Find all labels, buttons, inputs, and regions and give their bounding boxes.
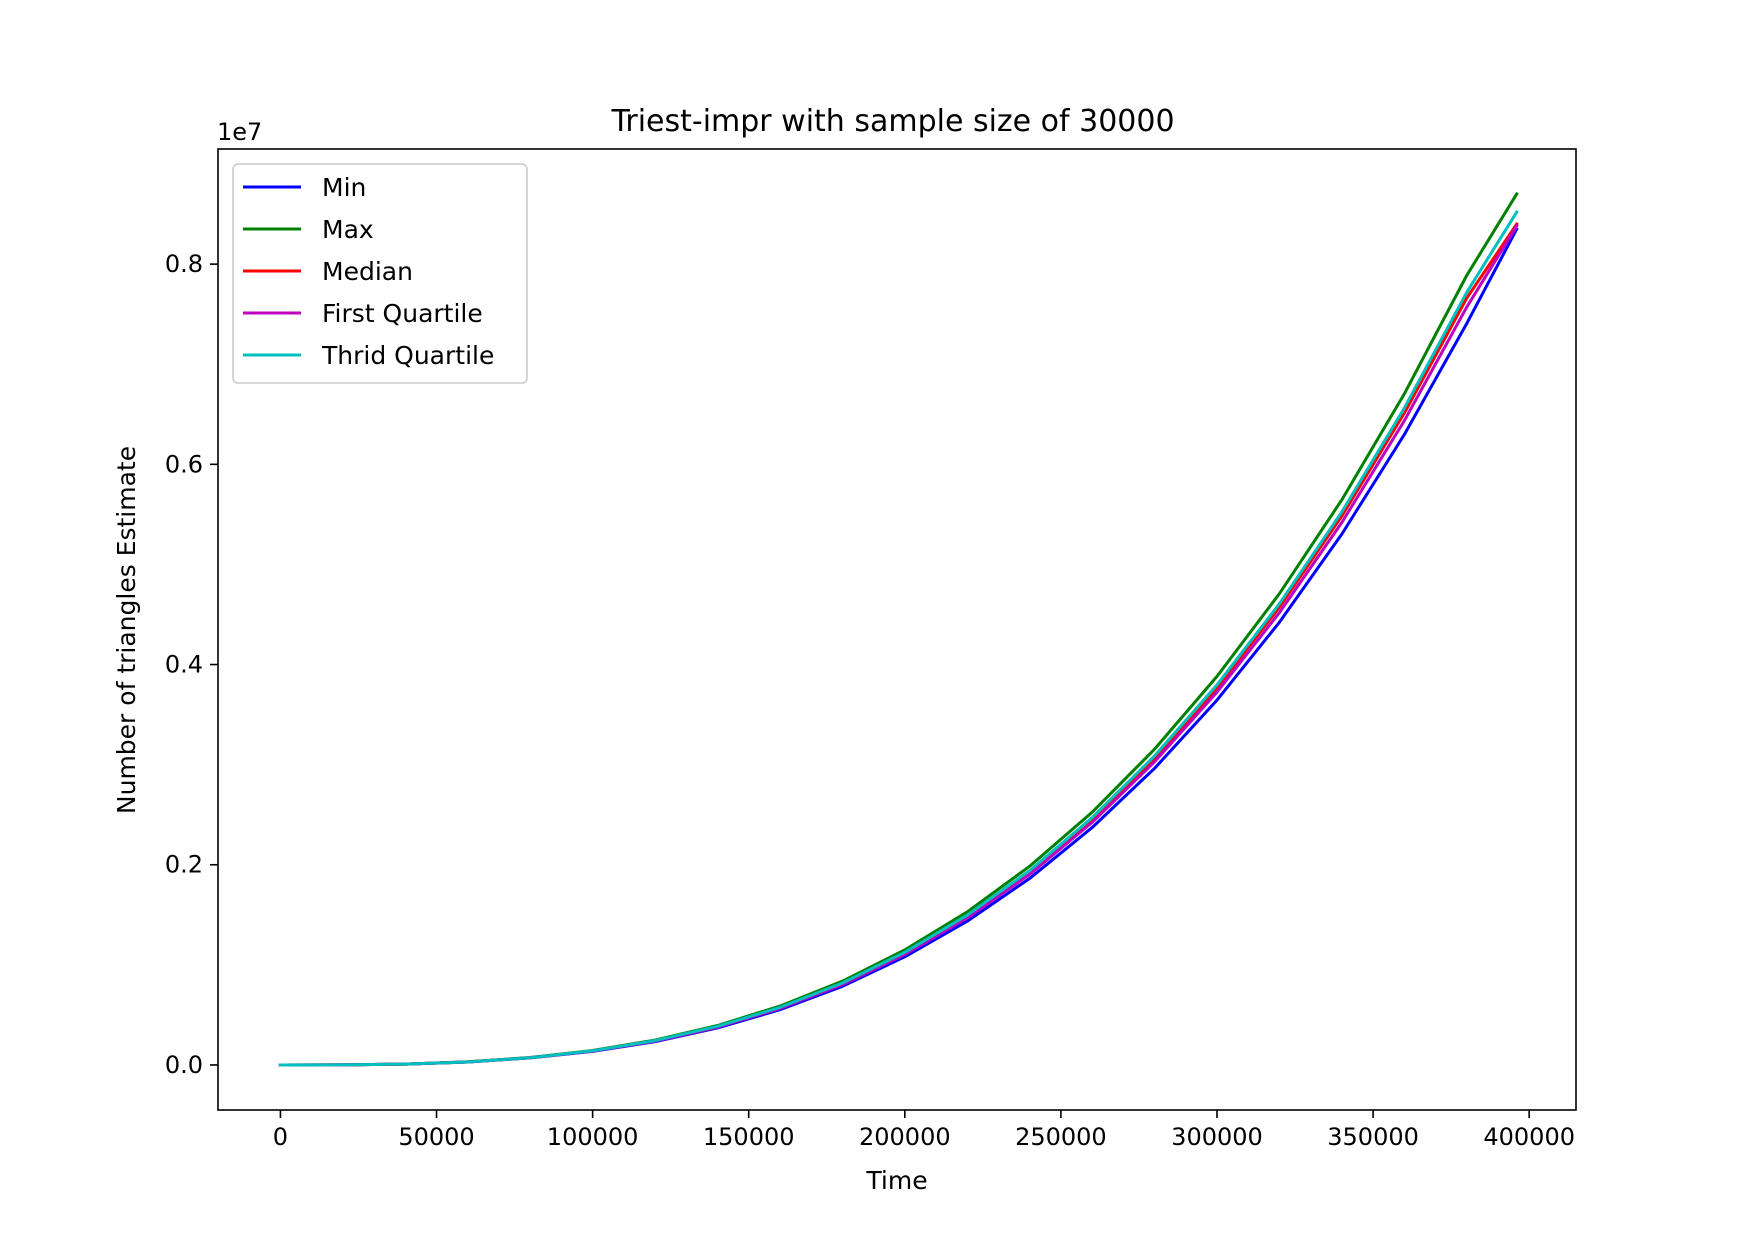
x-tick-label: 350000 xyxy=(1327,1123,1419,1151)
plot-frame xyxy=(217,148,1577,1111)
y-offset-label: 1e7 xyxy=(217,118,262,146)
x-tick-label: 50000 xyxy=(398,1123,474,1151)
x-tick-label: 250000 xyxy=(1015,1123,1107,1151)
x-tick-label: 200000 xyxy=(859,1123,951,1151)
legend: Min Max Median First Quartile Thrid Quartile xyxy=(232,163,528,384)
plot-area xyxy=(217,148,1577,1111)
x-tick-label: 300000 xyxy=(1171,1123,1263,1151)
legend-box xyxy=(232,163,528,384)
y-tick-label: 0.6 xyxy=(165,450,203,478)
legend-label-median: Median xyxy=(322,257,413,286)
legend-label-min: Min xyxy=(322,173,366,202)
x-tick-label: 400000 xyxy=(1483,1123,1575,1151)
x-axis-label: Time xyxy=(865,1166,927,1195)
y-axis: 0.0 0.2 0.4 0.6 0.8 xyxy=(165,250,218,1079)
y-tick-label: 0.0 xyxy=(165,1051,203,1079)
series-line-thrid-quartile xyxy=(278,210,1519,1067)
x-tick-label: 150000 xyxy=(703,1123,795,1151)
x-axis: 0 50000 100000 150000 200000 250000 300000 3500… xyxy=(273,1110,1575,1151)
chart-title: Triest-impr with sample size of 30000 xyxy=(610,104,1174,139)
y-tick-label: 0.8 xyxy=(165,250,203,278)
legend-label-first-quartile: First Quartile xyxy=(322,299,483,328)
x-tick-label: 0 xyxy=(273,1123,288,1151)
y-tick-label: 0.4 xyxy=(165,651,203,679)
x-tick-label: 100000 xyxy=(547,1123,639,1151)
y-tick-label: 0.2 xyxy=(165,851,203,879)
legend-label-thrid-quartile: Thrid Quartile xyxy=(321,341,494,370)
y-axis-label: Number of triangles Estimate xyxy=(112,446,141,814)
legend-label-max: Max xyxy=(322,215,374,244)
series-group xyxy=(278,191,1519,1067)
